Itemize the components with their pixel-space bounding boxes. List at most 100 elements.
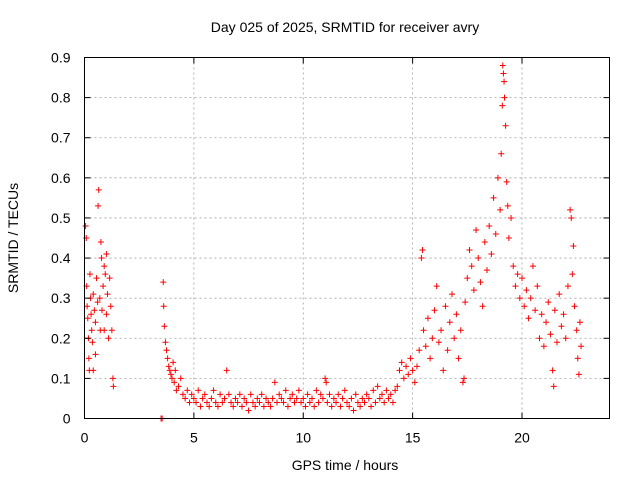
data-point xyxy=(99,307,105,314)
data-point xyxy=(396,367,403,374)
data-point xyxy=(210,387,217,394)
data-point xyxy=(500,70,507,77)
data-point xyxy=(508,214,515,221)
data-point xyxy=(333,399,340,406)
y-tick-label: 0.1 xyxy=(51,370,71,386)
data-point xyxy=(271,379,278,386)
data-point xyxy=(234,399,241,406)
data-point xyxy=(88,327,95,334)
data-point xyxy=(337,403,344,410)
data-point xyxy=(562,335,569,342)
data-point xyxy=(172,367,179,374)
data-point xyxy=(95,202,102,209)
data-point xyxy=(93,275,100,282)
data-point xyxy=(106,275,113,282)
data-point xyxy=(221,395,228,402)
data-point xyxy=(381,399,388,406)
data-point xyxy=(217,391,224,398)
data-point xyxy=(223,367,230,374)
data-point xyxy=(527,295,534,302)
data-point xyxy=(444,347,451,354)
data-point xyxy=(92,319,99,326)
data-point xyxy=(177,375,184,382)
data-point xyxy=(165,363,172,370)
data-point xyxy=(232,395,239,402)
data-point xyxy=(442,303,449,310)
data-point xyxy=(578,343,585,350)
data-point xyxy=(313,387,320,394)
data-point xyxy=(330,395,337,402)
y-tick-label: 0.5 xyxy=(51,210,71,226)
data-point xyxy=(387,391,394,398)
data-point xyxy=(302,403,309,410)
data-point xyxy=(252,403,259,410)
data-point xyxy=(164,355,171,362)
data-point xyxy=(276,391,283,398)
data-point xyxy=(102,271,109,278)
y-tick-label: 0.4 xyxy=(51,250,71,266)
data-point xyxy=(420,327,427,334)
data-point xyxy=(282,387,289,394)
data-point xyxy=(108,327,115,334)
data-point xyxy=(549,367,556,374)
data-point xyxy=(265,399,272,406)
data-point xyxy=(214,403,221,410)
data-point xyxy=(204,399,210,406)
data-point xyxy=(545,299,552,306)
data-point xyxy=(352,391,359,398)
data-point xyxy=(564,283,571,290)
data-point xyxy=(459,379,466,386)
data-point xyxy=(576,319,583,326)
data-point xyxy=(306,399,313,406)
data-point xyxy=(90,367,97,374)
data-point xyxy=(370,387,377,394)
y-tick-label: 0.3 xyxy=(51,290,71,306)
data-point xyxy=(88,311,95,318)
data-point xyxy=(284,403,291,410)
data-point xyxy=(543,319,550,326)
data-point xyxy=(418,255,425,262)
data-point xyxy=(184,387,191,394)
data-point xyxy=(97,239,104,246)
data-point xyxy=(400,375,407,382)
data-point xyxy=(470,287,477,294)
data-point xyxy=(560,311,567,318)
data-point xyxy=(516,295,523,302)
data-point xyxy=(335,391,342,398)
y-axis-label: SRMTID / TECUs xyxy=(5,183,21,293)
data-point xyxy=(488,251,495,258)
data-point xyxy=(89,339,96,346)
y-tick-label: 0.2 xyxy=(51,330,71,346)
data-point xyxy=(573,327,580,334)
y-tick-label: 0 xyxy=(63,411,71,427)
x-tick-label: 0 xyxy=(81,430,89,446)
data-point xyxy=(295,387,302,394)
data-point xyxy=(319,395,326,402)
data-point xyxy=(175,383,182,390)
data-point xyxy=(195,387,202,394)
data-point xyxy=(84,315,91,322)
data-point xyxy=(574,355,581,362)
data-point xyxy=(105,335,112,342)
data-point xyxy=(379,391,385,398)
data-point xyxy=(311,403,318,410)
data-point xyxy=(556,291,563,298)
data-point xyxy=(315,399,322,406)
data-point xyxy=(510,263,517,270)
data-point xyxy=(523,287,530,294)
data-point xyxy=(550,383,557,390)
data-point xyxy=(193,399,200,406)
data-point xyxy=(473,226,480,233)
data-point xyxy=(398,359,405,366)
data-point xyxy=(405,371,412,378)
data-point xyxy=(260,403,267,410)
data-point xyxy=(558,323,565,330)
data-point xyxy=(365,395,372,402)
data-point xyxy=(241,395,248,402)
data-point xyxy=(225,391,232,398)
data-point xyxy=(363,391,370,398)
data-point xyxy=(455,355,462,362)
data-point xyxy=(190,395,197,402)
